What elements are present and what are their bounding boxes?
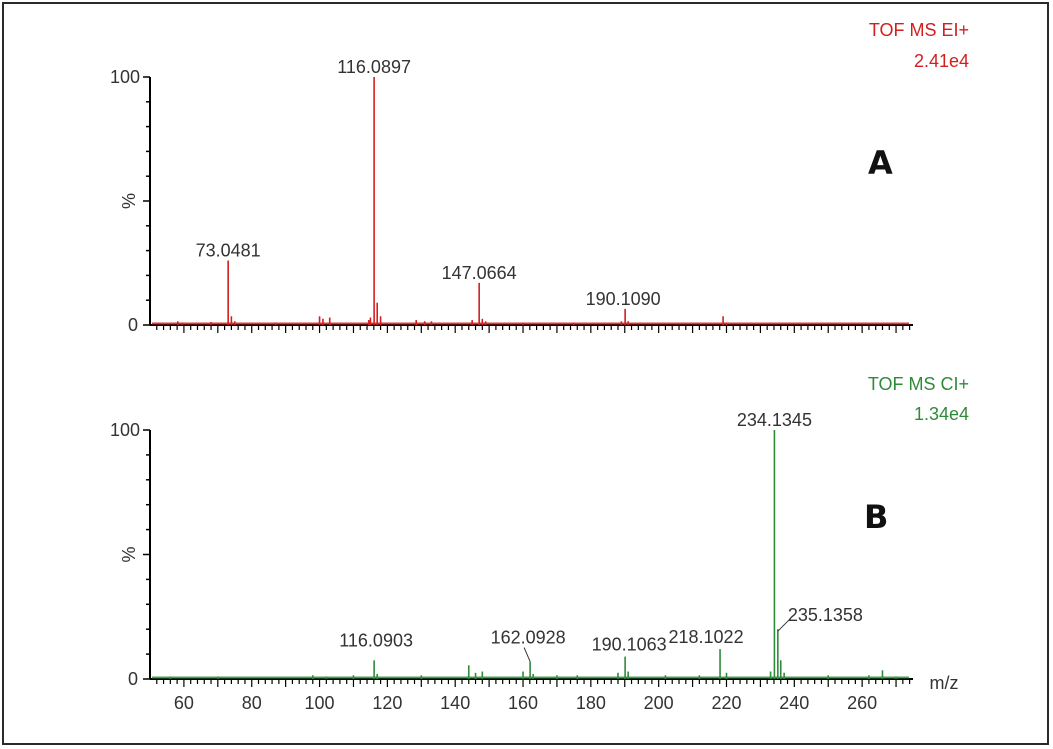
y-tick-label: 100	[110, 420, 140, 440]
x-tick-label: 80	[242, 693, 262, 713]
y-tick-label: 0	[128, 669, 138, 689]
intensity-scale-text: 1.34e4	[914, 404, 969, 424]
x-tick-label: 180	[576, 693, 606, 713]
y-axis-label: %	[119, 193, 139, 209]
acquisition-mode-text: TOF MS CI+	[868, 374, 969, 394]
acquisition-mode-text: TOF MS EI+	[869, 20, 969, 40]
y-tick-label: 0	[128, 315, 138, 335]
y-tick-label: 100	[110, 67, 140, 87]
peak-label: 116.0897	[337, 57, 411, 77]
x-tick-label: 100	[305, 693, 335, 713]
peak-label: 190.1063	[592, 635, 667, 655]
x-tick-label: 220	[711, 693, 741, 713]
x-tick-label: 200	[644, 693, 674, 713]
peak-label: 218.1022	[669, 627, 744, 647]
x-tick-label: 60	[174, 693, 194, 713]
peak-label: 162.0928	[491, 628, 566, 648]
peak-label-leader	[777, 618, 791, 632]
x-tick-label: 140	[440, 693, 470, 713]
peak-label-leader	[523, 647, 531, 662]
peak-label: 147.0664	[442, 263, 517, 283]
peak-label: 73.0481	[196, 241, 261, 261]
peak-label: 235.1358	[788, 605, 863, 625]
panel-a-spectrum: 100 0% 73.0481 116.0897 147.0664 190.1090 TOF …	[110, 20, 969, 335]
panel-b-spectrum: 100 0% 116.0903 162.0928 190.1063 218.1022 234…	[110, 374, 969, 713]
panel-letter: A	[868, 144, 893, 182]
x-axis-label: m/z	[930, 673, 959, 693]
intensity-scale-text: 2.41e4	[914, 51, 969, 71]
peak-label: 234.1345	[737, 410, 812, 430]
y-axis-label: %	[119, 546, 139, 562]
x-tick-label: 120	[372, 693, 402, 713]
x-tick-label: 160	[508, 693, 538, 713]
x-tick-label: 240	[779, 693, 809, 713]
panel-letter: B	[864, 498, 888, 536]
peak-label: 190.1090	[586, 289, 661, 309]
peak-label: 116.0903	[339, 630, 413, 650]
x-tick-label: 260	[847, 693, 877, 713]
